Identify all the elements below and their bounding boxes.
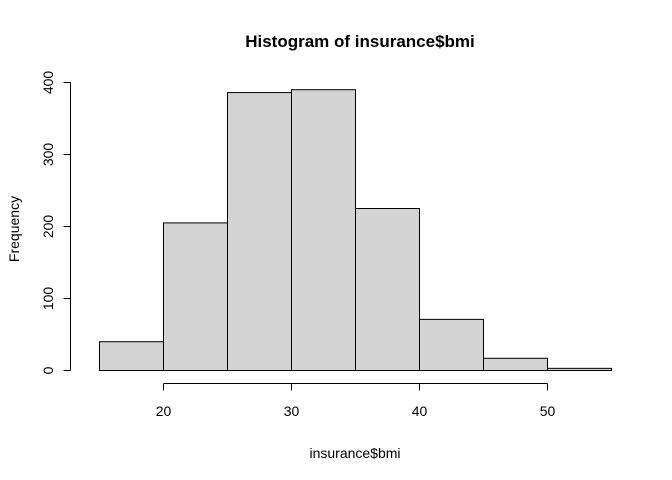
bar-35-40	[355, 208, 420, 371]
bar-30-35	[291, 89, 356, 371]
bars-group	[99, 89, 612, 372]
x-axis: 20 30 40 50	[156, 383, 556, 419]
y-tick-label-0: 0	[40, 366, 56, 374]
bar-25-30	[227, 92, 292, 372]
x-tick-label-50: 50	[540, 403, 556, 419]
y-tick-label-200: 200	[40, 215, 56, 239]
x-axis-label: insurance$bmi	[309, 445, 400, 461]
bar-15-20	[99, 341, 164, 372]
y-tick-label-300: 300	[40, 143, 56, 167]
bar-45-50	[483, 357, 548, 372]
y-tick-label-400: 400	[40, 71, 56, 95]
x-tick-label-20: 20	[156, 403, 172, 419]
y-tick-label-100: 100	[40, 287, 56, 311]
x-tick-label-40: 40	[412, 403, 428, 419]
x-tick-label-30: 30	[284, 403, 300, 419]
y-axis-label: Frequency	[6, 196, 22, 262]
chart-title: Histogram of insurance$bmi	[245, 32, 475, 51]
bar-20-25	[163, 222, 228, 371]
bar-40-45	[419, 318, 484, 372]
y-axis: 0 100 200 300 400	[40, 71, 71, 374]
bar-50-55	[547, 367, 612, 371]
